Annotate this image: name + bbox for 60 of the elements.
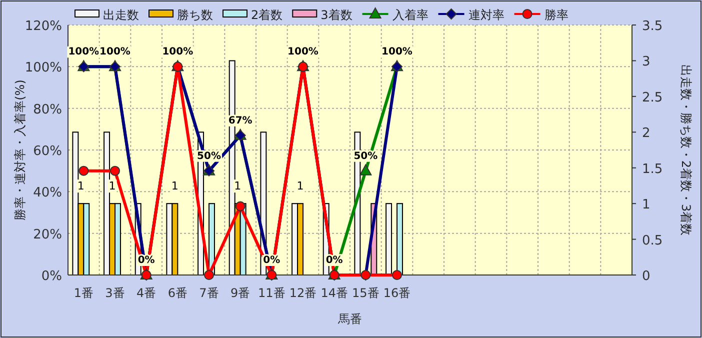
point: [204, 270, 214, 280]
y-tick-label: 20%: [33, 227, 62, 242]
data-label: 100%: [100, 46, 130, 58]
legend-label: 2着数: [251, 8, 283, 22]
data-label: 0%: [263, 255, 280, 266]
y-tick-label: 40%: [33, 186, 62, 201]
y-tick-label: 100%: [24, 60, 62, 76]
bar: [396, 203, 403, 276]
y-tick-label: 0%: [41, 269, 62, 284]
legend-label: 入着率: [392, 8, 428, 22]
data-label: 100%: [288, 46, 318, 58]
x-tick-label: 16番: [383, 286, 411, 300]
x-tick-label: 9番: [230, 286, 250, 300]
bar: [386, 203, 392, 276]
x-tick-label: 6番: [168, 286, 188, 300]
data-label: 100%: [162, 46, 194, 58]
point: [110, 166, 120, 176]
legend-label: 出走数: [103, 8, 139, 22]
legend-label: 勝率: [544, 8, 568, 22]
data-label: 1: [171, 180, 178, 193]
data-label: 50%: [354, 150, 378, 162]
y-tick-label: 60%: [33, 144, 62, 159]
x-tick-label: 4番: [136, 286, 156, 300]
point: [235, 201, 246, 212]
data-label: 1: [108, 180, 116, 193]
y-tick-label: 120%: [24, 19, 62, 34]
y-axis-title: 勝率・連対率・入着率(%): [13, 80, 27, 220]
x-tick-label: 12番: [289, 286, 317, 300]
data-label: 50%: [197, 150, 221, 162]
data-label: 1: [77, 180, 84, 193]
y2-tick-label: 3.5: [642, 19, 663, 34]
point: [360, 164, 372, 176]
y2-tick-label: 3: [642, 54, 650, 70]
point: [392, 270, 402, 280]
x-tick-label: 14番: [320, 286, 348, 300]
y2-tick-label: 0: [642, 269, 650, 284]
x-tick-label: 7番: [199, 286, 219, 300]
data-label: 100%: [382, 46, 412, 58]
data-label: 100%: [68, 46, 100, 58]
y2-tick-label: 1: [642, 198, 650, 213]
y2-tick-label: 2: [642, 126, 650, 142]
x-axis-title: 馬番: [337, 312, 362, 326]
x-tick-label: 11番: [258, 286, 286, 300]
y2-tick-label: 0.5: [642, 233, 663, 248]
data-label: 67%: [228, 115, 252, 126]
point: [78, 166, 89, 176]
data-label: 1: [234, 180, 242, 193]
x-tick-label: 15番: [352, 286, 380, 300]
legend-label: 連対率: [468, 8, 504, 22]
y-tick-label: 80%: [33, 102, 62, 118]
y2-tick-label: 2.5: [642, 90, 663, 106]
data-label: 1: [296, 180, 304, 193]
y2-tick-label: 1.5: [642, 162, 663, 177]
x-tick-label: 3番: [105, 286, 125, 300]
data-label: 0%: [326, 255, 343, 266]
legend-label: 3着数: [320, 8, 352, 22]
y2-axis-title: 出走数・勝ち数・2着数・3着数: [679, 64, 693, 236]
legend-label: 勝ち数: [177, 8, 213, 22]
data-label: 0%: [138, 255, 155, 266]
x-tick-label: 1番: [74, 286, 94, 300]
